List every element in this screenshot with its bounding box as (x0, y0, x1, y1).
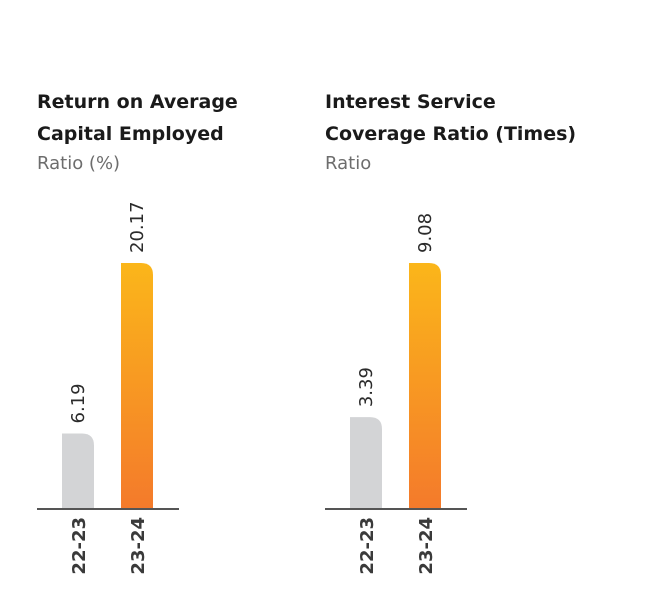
value-label-22-23: 3.39 (356, 367, 377, 407)
chart-subtitle: Ratio (325, 153, 372, 174)
x-tick-label-22-23: 22-23 (69, 517, 90, 575)
x-tick-label-23-24: 23-24 (416, 517, 437, 575)
roace-plot: 6.19 22-23 20.17 23-24 (37, 201, 179, 575)
bar-22-23 (350, 417, 382, 509)
roace-chart: Return on Average Capital Employed Ratio… (0, 0, 290, 606)
chart-title-line-2: Coverage Ratio (Times) (325, 123, 577, 145)
bar-22-23 (62, 433, 94, 509)
bar-23-24 (121, 263, 153, 509)
value-label-22-23: 6.19 (68, 383, 89, 423)
chart-title-line-1: Interest Service (325, 91, 496, 113)
chart-title-line-1: Return on Average (37, 91, 238, 113)
x-tick-label-22-23: 22-23 (357, 517, 378, 575)
chart-subtitle: Ratio (%) (37, 153, 121, 174)
bar-23-24 (409, 263, 441, 509)
x-tick-label-23-24: 23-24 (128, 517, 149, 575)
value-label-23-24: 9.08 (415, 213, 436, 253)
chart-title-line-2: Capital Employed (37, 123, 224, 145)
interest-coverage-plot: 3.39 22-23 9.08 23-24 (325, 213, 467, 575)
interest-coverage-chart: Interest Service Coverage Ratio (Times) … (288, 0, 578, 606)
value-label-23-24: 20.17 (127, 201, 148, 253)
